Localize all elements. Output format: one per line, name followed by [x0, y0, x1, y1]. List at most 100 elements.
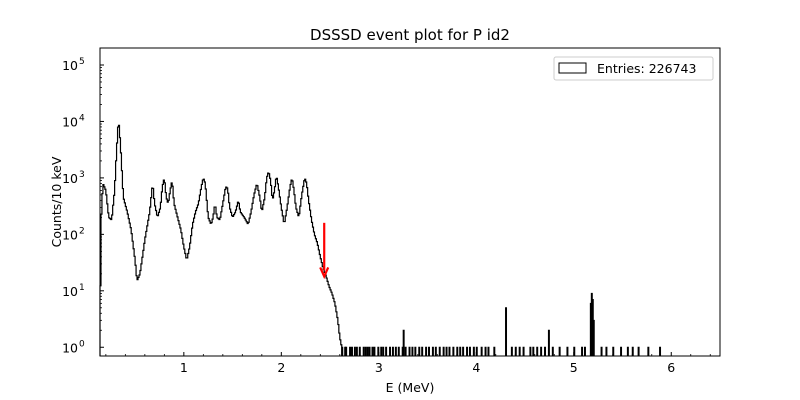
- histogram-bin: [456, 346, 459, 356]
- histogram-bin: [431, 346, 434, 356]
- histogram-bin: [600, 346, 603, 356]
- y-tick-label: 10: [62, 171, 78, 186]
- histogram-bin: [551, 346, 554, 356]
- histogram-bin: [480, 346, 483, 356]
- histogram-bin: [414, 346, 417, 356]
- histogram-bin: [404, 346, 407, 356]
- legend-swatch: [558, 62, 587, 74]
- histogram-main: [99, 124, 343, 356]
- histogram-bin: [452, 346, 455, 356]
- histogram-bin: [518, 346, 521, 356]
- histogram-bin: [418, 346, 421, 356]
- histogram-tail: [341, 292, 662, 356]
- y-tick-label: 10: [62, 340, 78, 355]
- y-tick-exponent: 3: [79, 170, 85, 180]
- histogram-bin: [364, 346, 367, 356]
- histogram-bin: [438, 346, 441, 356]
- histogram-bin: [434, 346, 437, 356]
- histogram-bin: [529, 346, 532, 356]
- x-tick-label: 2: [277, 360, 285, 375]
- histogram-bin: [540, 346, 543, 356]
- histogram-bin: [408, 346, 411, 356]
- histogram-bin: [345, 346, 348, 356]
- histogram-bin: [573, 346, 576, 356]
- histogram-bin: [353, 346, 356, 356]
- histogram-bin: [448, 346, 451, 356]
- histogram-bin: [510, 346, 513, 356]
- histogram-bin: [362, 346, 365, 356]
- histogram-bin: [459, 346, 462, 356]
- histogram-bin: [382, 346, 385, 356]
- y-tick-label: 10: [62, 114, 78, 129]
- histogram-bin: [472, 346, 475, 356]
- histogram-bin: [536, 346, 539, 356]
- histogram-bin: [411, 346, 414, 356]
- y-tick-exponent: 1: [79, 283, 85, 293]
- y-tick-exponent: 0: [79, 339, 85, 349]
- y-tick-exponent: 4: [79, 113, 85, 123]
- histogram-bin: [468, 346, 471, 356]
- histogram-bin: [371, 346, 374, 356]
- histogram-bin: [394, 346, 397, 356]
- legend-label: Entries: 226743: [597, 61, 696, 76]
- histogram-bin: [421, 346, 424, 356]
- histogram-bin: [341, 346, 344, 356]
- histogram-bin: [626, 346, 629, 356]
- histogram-bin: [475, 346, 478, 356]
- histogram-bin: [351, 346, 353, 356]
- legend: Entries: 226743: [553, 56, 714, 81]
- x-axis-label: E (MeV): [386, 380, 435, 395]
- histogram-bin: [462, 346, 465, 356]
- histogram-bin: [620, 346, 623, 356]
- y-tick-label: 10: [62, 58, 78, 73]
- x-tick-label: 3: [375, 360, 383, 375]
- x-tick-label: 6: [667, 360, 675, 375]
- plot-frame: [99, 47, 721, 357]
- histogram-bin: [647, 346, 650, 356]
- arrow-head: [319, 266, 330, 280]
- histogram-bin: [355, 346, 358, 356]
- y-tick-exponent: 5: [79, 57, 85, 67]
- chart-title: DSSSD event plot for P id2: [310, 26, 510, 44]
- histogram-bin: [428, 346, 430, 356]
- histogram-bin: [385, 346, 388, 356]
- histogram-bin: [380, 346, 383, 356]
- y-axis-label: Counts/10 keV: [49, 156, 64, 247]
- histogram-bin: [484, 346, 487, 356]
- histogram-bin: [547, 329, 550, 356]
- histogram-bin: [612, 346, 615, 356]
- histogram-bin: [544, 346, 546, 356]
- histogram-bin: [391, 346, 394, 356]
- histogram-bin: [349, 346, 352, 356]
- histogram-bin: [368, 346, 371, 356]
- histogram-bin: [631, 346, 634, 356]
- x-tick-label: 5: [570, 360, 578, 375]
- histogram-bin: [425, 346, 428, 356]
- histogram-bin: [581, 346, 584, 356]
- histogram-bin: [377, 346, 380, 356]
- histogram-bin: [592, 319, 595, 356]
- histogram-bin: [445, 346, 448, 356]
- y-tick-label: 10: [62, 227, 78, 242]
- y-tick-exponent: 2: [79, 226, 85, 236]
- histogram-bin: [466, 346, 469, 356]
- histogram-bin: [402, 329, 405, 356]
- x-axis: 1 2 3 4 5 6: [105, 352, 711, 375]
- plot-area: [99, 124, 662, 356]
- histogram-bin: [584, 346, 586, 356]
- histogram-bin: [605, 346, 608, 356]
- histogram-bin: [505, 307, 508, 356]
- histogram-bin: [358, 346, 361, 356]
- histogram-bin: [366, 346, 369, 356]
- histogram-bin: [566, 346, 569, 356]
- y-tick-label: 10: [62, 284, 78, 299]
- histogram-bin: [493, 346, 496, 356]
- histogram-bin: [373, 346, 376, 356]
- histogram-bin: [522, 346, 525, 356]
- histogram-bin: [532, 346, 535, 356]
- histogram-bin: [514, 346, 517, 356]
- histogram-bin: [397, 346, 400, 356]
- histogram-bin: [659, 346, 662, 356]
